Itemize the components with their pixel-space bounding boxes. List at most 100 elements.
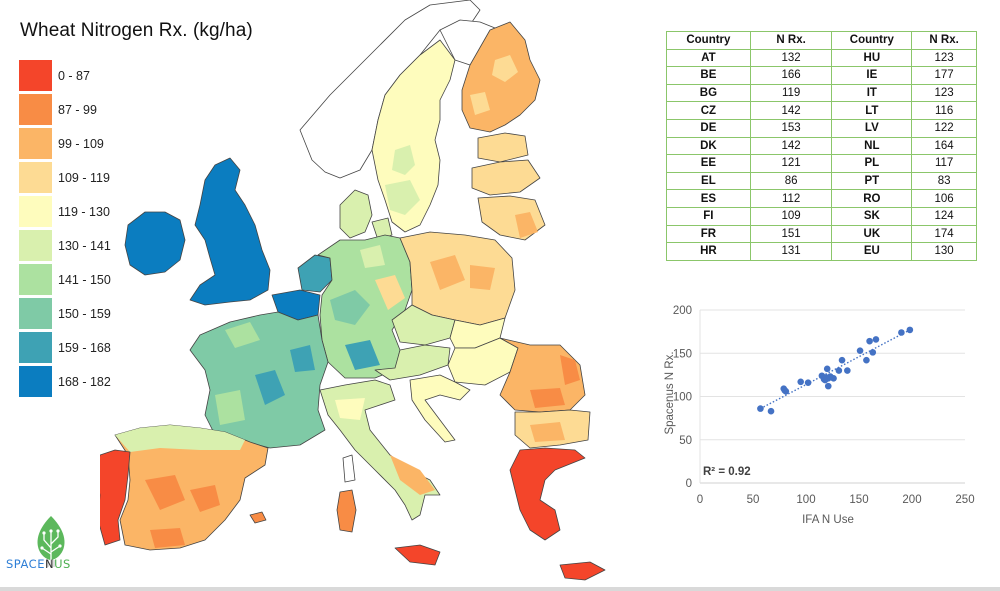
r-squared-annotation: R² = 0.92 xyxy=(703,466,751,478)
nrx-value-cell: 131 xyxy=(749,242,833,261)
nrx-value-cell: 123 xyxy=(911,48,977,68)
nrx-value-cell: 142 xyxy=(749,101,833,120)
country-code-cell: FR xyxy=(666,224,751,244)
data-point xyxy=(863,356,870,364)
legend-swatch xyxy=(19,128,52,160)
y-axis-ticks: 0 50 100 150 200 xyxy=(673,305,692,490)
x-axis-ticks: 0 50 100 150 200 250 xyxy=(697,494,975,506)
country-code-cell: AT xyxy=(666,48,751,68)
legend-label: 99 - 109 xyxy=(58,137,104,151)
bottom-scrollbar-track xyxy=(0,587,1000,591)
nrx-value-cell: 164 xyxy=(911,136,977,156)
country-code-cell: ES xyxy=(666,189,751,208)
data-points xyxy=(757,326,914,415)
data-point xyxy=(898,329,905,336)
data-point xyxy=(906,326,914,334)
country-code-cell: LV xyxy=(831,118,913,138)
nrx-value-cell: 124 xyxy=(911,206,977,226)
legend-label: 130 - 141 xyxy=(58,239,111,253)
nrx-value-cell: 174 xyxy=(911,224,977,244)
nrx-value-cell: 109 xyxy=(749,206,833,226)
data-point xyxy=(830,375,837,382)
table-row: EL 86 PT 83 xyxy=(666,171,977,191)
logo-wordmark: SPACENUS xyxy=(6,557,71,571)
legend-swatch xyxy=(19,196,52,228)
legend-item: 141 - 150 xyxy=(19,263,111,297)
nrx-value-cell: 117 xyxy=(911,154,977,173)
country-code-cell: RO xyxy=(831,189,913,208)
legend-swatch xyxy=(19,162,52,194)
trendline xyxy=(760,329,911,410)
nrx-value-cell: 130 xyxy=(911,242,977,261)
y-tick-label: 50 xyxy=(679,435,692,447)
legend-label: 159 - 168 xyxy=(58,341,111,355)
table-header-row: Country N Rx. Country N Rx. xyxy=(666,31,977,50)
scatter-chart: 0 50 100 150 200 0 50 100 150 200 250 R² = 0.92 I… xyxy=(664,305,975,526)
y-tick-label: 100 xyxy=(673,392,692,404)
country-code-cell: PT xyxy=(831,171,913,191)
x-tick-label: 250 xyxy=(955,494,974,506)
table-row: AT 132 HU 123 xyxy=(666,48,977,68)
country-code-cell: LT xyxy=(831,101,913,120)
data-point xyxy=(856,347,864,354)
table-row: DK 142 NL 164 xyxy=(666,136,977,156)
legend-swatch xyxy=(19,332,52,364)
legend-label: 109 - 119 xyxy=(58,171,110,185)
y-tick-label: 150 xyxy=(673,348,692,360)
table-row: FI 109 SK 124 xyxy=(666,206,977,226)
data-point xyxy=(797,378,804,386)
nrx-value-cell: 122 xyxy=(911,118,977,138)
europe-choropleth-map xyxy=(100,0,606,581)
legend-swatch xyxy=(19,230,52,262)
country-code-cell: IE xyxy=(831,66,913,85)
legend-swatch xyxy=(19,94,52,126)
country-code-cell: PL xyxy=(831,154,913,173)
map-title: Wheat Nitrogen Rx. (kg/ha) xyxy=(20,20,253,41)
table-row: HR 131 EU 130 xyxy=(666,242,977,261)
data-point xyxy=(844,367,851,374)
nrx-value-cell: 123 xyxy=(911,83,977,103)
table-row: CZ 142 LT 116 xyxy=(666,101,977,120)
country-code-cell: EL xyxy=(666,171,751,191)
x-tick-label: 150 xyxy=(849,494,868,506)
legend: 0 - 87 87 - 99 99 - 109 109 - 119 119 - … xyxy=(19,59,111,399)
data-point xyxy=(804,379,812,386)
legend-item: 150 - 159 xyxy=(19,297,111,331)
legend-swatch xyxy=(19,60,52,92)
nrx-value-cell: 106 xyxy=(911,189,977,208)
country-code-cell: FI xyxy=(666,206,751,226)
nrx-value-cell: 121 xyxy=(749,154,833,173)
legend-swatch xyxy=(19,264,52,296)
country-code-cell: HU xyxy=(831,48,913,68)
data-point xyxy=(824,382,832,390)
country-code-cell: BE xyxy=(666,66,751,85)
legend-label: 0 - 87 xyxy=(58,69,90,83)
table-row: ES 112 RO 106 xyxy=(666,189,977,208)
legend-label: 168 - 182 xyxy=(58,375,111,389)
table-row: EE 121 PL 117 xyxy=(666,154,977,173)
nrx-value-cell: 132 xyxy=(749,48,833,68)
nrx-value-cell: 142 xyxy=(749,136,833,156)
data-point xyxy=(767,407,775,415)
country-nrx-table: Country N Rx. Country N Rx. AT 132 HU 123 BE… xyxy=(666,31,977,261)
country-code-cell: DK xyxy=(666,136,751,156)
legend-item: 130 - 141 xyxy=(19,229,111,263)
data-point xyxy=(869,349,877,356)
legend-label: 119 - 130 xyxy=(58,205,110,219)
x-tick-label: 200 xyxy=(902,494,921,506)
legend-swatch xyxy=(19,366,52,398)
country-code-cell: SK xyxy=(831,206,913,226)
table-row: FR 151 UK 174 xyxy=(666,224,977,244)
country-code-cell: EE xyxy=(666,154,751,173)
legend-item: 119 - 130 xyxy=(19,195,111,229)
legend-item: 99 - 109 xyxy=(19,127,111,161)
nrx-value-cell: 116 xyxy=(911,101,977,120)
legend-item: 0 - 87 xyxy=(19,59,111,93)
data-point xyxy=(823,365,831,373)
country-code-cell: NL xyxy=(831,136,913,156)
legend-label: 87 - 99 xyxy=(58,103,97,117)
legend-label: 150 - 159 xyxy=(58,307,111,321)
x-tick-label: 100 xyxy=(796,494,815,506)
nrx-value-cell: 153 xyxy=(749,118,833,138)
legend-item: 109 - 119 xyxy=(19,161,111,195)
